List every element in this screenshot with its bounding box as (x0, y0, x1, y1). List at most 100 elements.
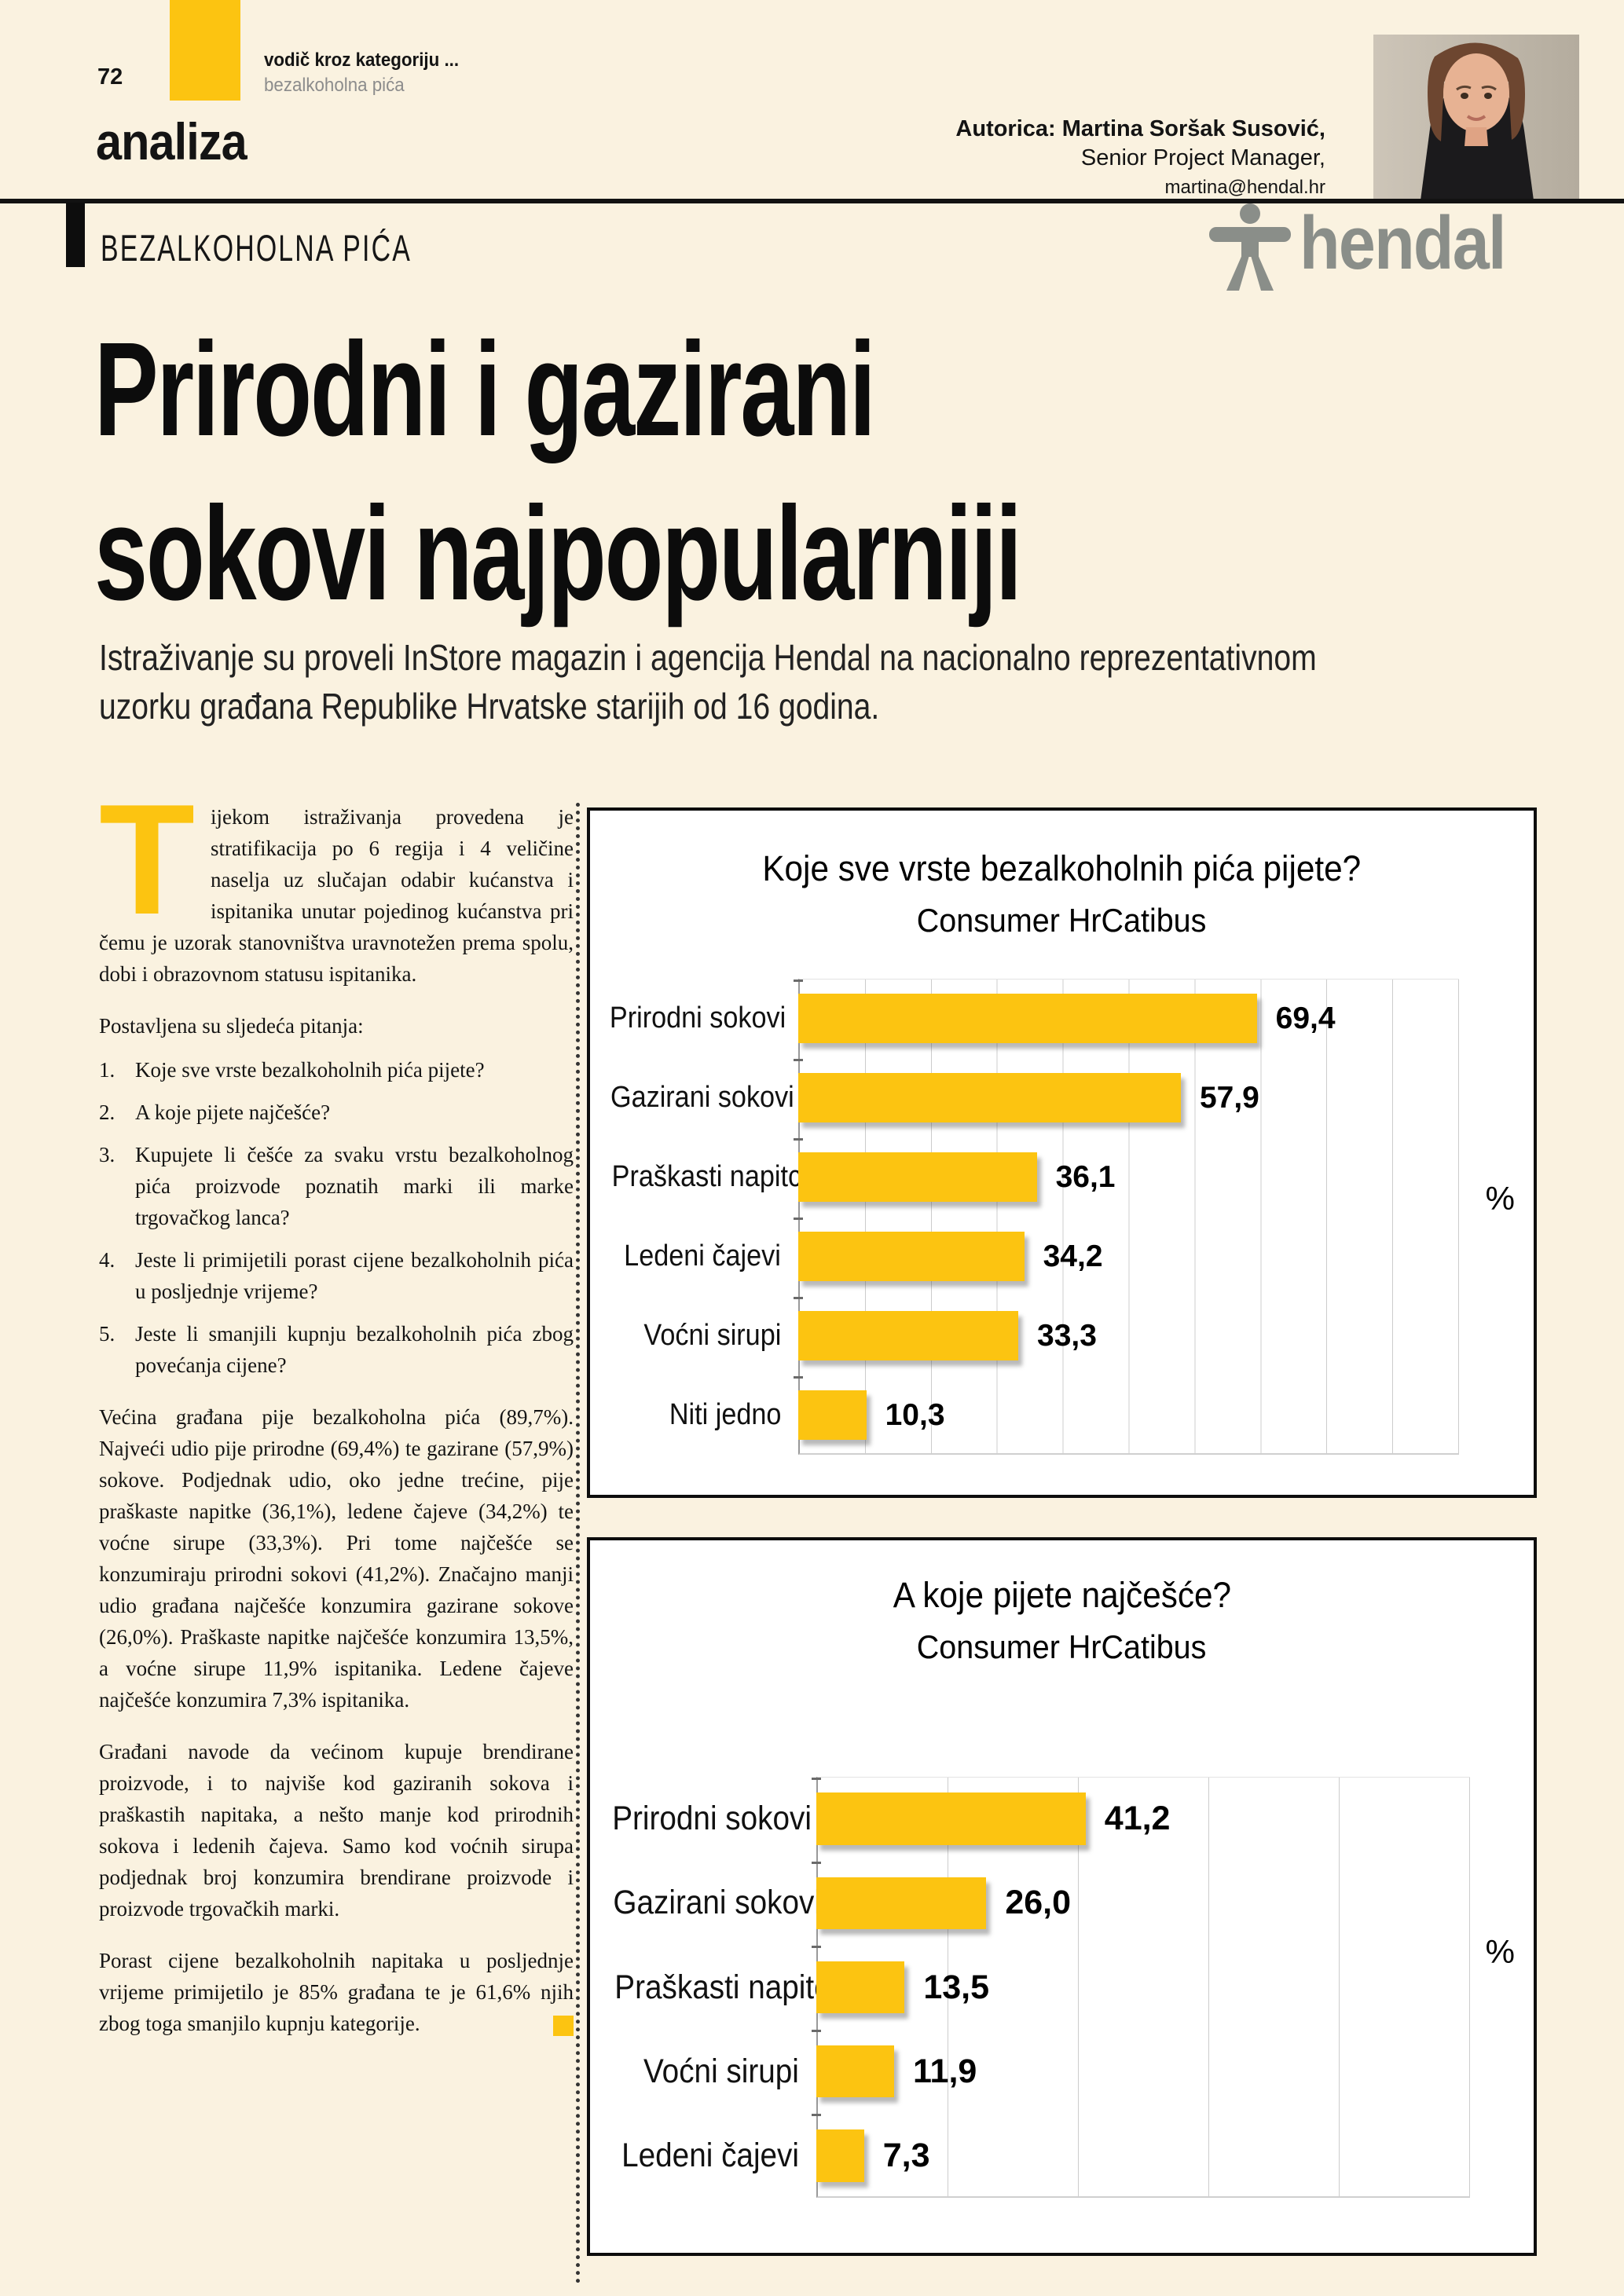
page-number: 72 (97, 64, 123, 90)
plot-area: Prirodni sokovi 69,4 Gazirani sokovi 57,9 Pr… (590, 979, 1459, 1455)
value-label: 69,4 (1275, 1001, 1336, 1035)
author-role: Senior Project Manager, (1080, 145, 1325, 170)
bar (816, 1961, 905, 2014)
percent-axis-label: % (1485, 1180, 1515, 1217)
article-title-line1: Prirodni i gazirani (94, 315, 876, 464)
section-bar (66, 203, 85, 267)
bar-cell: 33,3 (798, 1296, 1459, 1375)
value-label: 57,9 (1199, 1080, 1259, 1115)
bar (816, 1877, 987, 1930)
question-item: Jeste li primijetili porast cijene bezal… (99, 1244, 574, 1303)
dotted-column-separator (576, 803, 580, 2284)
section-title: analiza (96, 112, 247, 170)
bar (798, 1390, 867, 1440)
bar-cell: 10,3 (798, 1375, 1459, 1455)
chart-row: Prirodni sokovi 69,4 (590, 979, 1459, 1058)
plot-area: Prirodni sokovi 41,2 Gazirani sokovi 26,0 Pr… (590, 1777, 1470, 2198)
question-item: Jeste li smanjili kupnju bezalkoholnih p… (99, 1318, 574, 1377)
bar (816, 2129, 864, 2182)
question-item: Koje sve vrste bezalkoholnih pića pijete… (99, 1054, 485, 1086)
bar-cell: 36,1 (798, 1137, 1459, 1217)
category-label: Gazirani sokovi (610, 1081, 794, 1114)
chart-title: A koje pijete najčešće? (893, 1575, 1231, 1615)
bar (798, 1152, 1037, 1202)
bar (798, 1311, 1019, 1360)
paragraph-5: Porast cijene bezalkoholnih napitaka u p… (99, 1949, 574, 2036)
chart-row: Praškasti napitci 13,5 (590, 1945, 1470, 2029)
chart-row: Voćni sirupi 11,9 (590, 2030, 1470, 2114)
questions-list: Koje sve vrste bezalkoholnih pića pijete… (99, 1054, 574, 1381)
bar (798, 1073, 1181, 1122)
question-item: A koje pijete najčešće? (99, 1097, 331, 1128)
value-label: 33,3 (1037, 1318, 1097, 1353)
chart-all-drink-types: Koje sve vrste bezalkoholnih pića pijete… (587, 807, 1537, 1498)
category-label: Prirodni sokovi (612, 1800, 812, 1838)
questions-intro: Postavljena su sljedeća pitanja: (99, 1014, 364, 1038)
author-block: Autorica: Martina Soršak Susović, Senior… (955, 115, 1325, 202)
hendal-person-icon (1209, 203, 1291, 291)
gridlines (794, 979, 1459, 1455)
intro-line1: Istraživanje su proveli InStore magazin … (99, 637, 1317, 678)
author-email: martina@hendal.hr (1164, 177, 1325, 198)
chart-row: Gazirani sokovi 57,9 (590, 1058, 1459, 1137)
value-label: 26,0 (1005, 1884, 1072, 1922)
chart-most-frequent-drink: A koje pijete najčešće? Consumer HrCatib… (587, 1537, 1537, 2256)
percent-axis-label: % (1485, 1933, 1515, 1970)
hendal-logo: hendal (1207, 203, 1533, 292)
bar (798, 1232, 1025, 1281)
bar-cell: 13,5 (816, 1945, 1470, 2029)
category-label: Voćni sirupi (643, 2052, 799, 2090)
article-end-marker (553, 2016, 574, 2036)
value-label: 7,3 (882, 2136, 930, 2174)
kicker-yellow-square (170, 0, 240, 101)
chart-row: Voćni sirupi 33,3 (590, 1296, 1459, 1375)
chart-row: Ledeni čajevi 34,2 (590, 1217, 1459, 1296)
hendal-logo-text: hendal (1300, 201, 1506, 285)
chart-subtitle: Consumer HrCatibus (917, 902, 1207, 939)
category-label: Niti jedno (669, 1398, 781, 1431)
intro-line2: uzorku građana Republike Hrvatske starij… (99, 686, 880, 727)
value-label: 13,5 (923, 1968, 990, 2006)
value-label: 36,1 (1055, 1159, 1116, 1194)
chart-row: Niti jedno 10,3 (590, 1375, 1459, 1455)
bar (798, 994, 1257, 1043)
bar-cell: 11,9 (816, 2030, 1470, 2114)
value-label: 10,3 (885, 1397, 945, 1432)
value-label: 41,2 (1104, 1800, 1171, 1838)
bar-cell: 41,2 (816, 1777, 1470, 1861)
category-label: Voćni sirupi (643, 1319, 781, 1352)
bar-rows: Prirodni sokovi 41,2 Gazirani sokovi 26,0 Pr… (590, 1777, 1470, 2198)
chart-row: Gazirani sokovi 26,0 (590, 1861, 1470, 1945)
category-label: Praškasti napitci (611, 1160, 808, 1193)
value-label: 11,9 (913, 2052, 977, 2090)
category-label: Prirodni sokovi (609, 1002, 786, 1034)
kicker: vodič kroz kategoriju ... bezalkoholna p… (264, 49, 474, 99)
chart-subtitle: Consumer HrCatibus (917, 1628, 1207, 1665)
bar-rows: Prirodni sokovi 69,4 Gazirani sokovi 57,9 Pr… (590, 979, 1459, 1455)
category-label: Ledeni čajevi (621, 2136, 799, 2174)
bar-cell: 34,2 (798, 1217, 1459, 1296)
bar-cell: 26,0 (816, 1861, 1470, 1945)
author-photo (1373, 35, 1579, 200)
chart-row: Prirodni sokovi 41,2 (590, 1777, 1470, 1861)
bar-cell: 7,3 (816, 2114, 1470, 2198)
header-rule (0, 199, 1624, 203)
category-label: Gazirani sokovi (613, 1884, 821, 1922)
kicker-subtitle: bezalkoholna pića (264, 75, 405, 96)
chart-title: Koje sve vrste bezalkoholnih pića pijete… (762, 848, 1362, 888)
bar (816, 2045, 894, 2098)
kicker-title: vodič kroz kategoriju ... (264, 49, 460, 71)
question-item: Kupujete li češće za svaku vrstu bezalko… (99, 1139, 574, 1229)
category-label: Praškasti napitci (614, 1968, 837, 2006)
chart-row: Praškasti napitci 36,1 (590, 1137, 1459, 1217)
gridlines (812, 1777, 1470, 2198)
bar-cell: 69,4 (798, 979, 1459, 1058)
paragraph-4: Građani navode da većinom kupuje brendir… (99, 1740, 574, 1921)
drop-cap: T (99, 772, 196, 947)
author-name: Autorica: Martina Soršak Susović, (955, 116, 1325, 141)
paragraph-3: Većina građana pije bezalkoholna pića (8… (99, 1405, 574, 1712)
bar (816, 1792, 1086, 1845)
